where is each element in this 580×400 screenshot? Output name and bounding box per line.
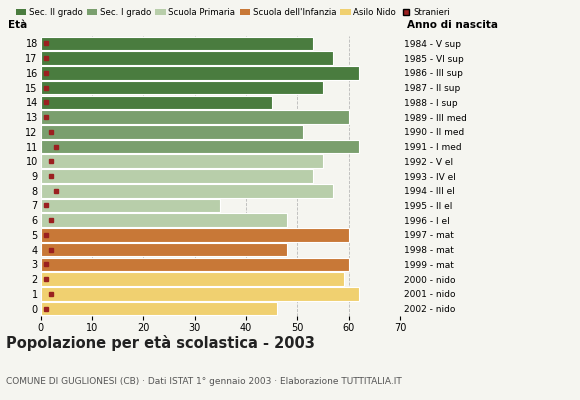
Bar	[41, 184, 333, 198]
Bar	[41, 154, 323, 168]
Bar	[41, 81, 323, 94]
Text: Anno di nascita: Anno di nascita	[407, 20, 498, 30]
Bar	[41, 125, 303, 138]
Legend: Sec. II grado, Sec. I grado, Scuola Primaria, Scuola dell'Infanzia, Asilo Nido, : Sec. II grado, Sec. I grado, Scuola Prim…	[13, 5, 454, 20]
Bar	[41, 302, 277, 316]
Bar	[41, 287, 359, 301]
Bar	[41, 228, 349, 242]
Bar	[41, 272, 344, 286]
Text: COMUNE DI GUGLIONESI (CB) · Dati ISTAT 1° gennaio 2003 · Elaborazione TUTTITALIA: COMUNE DI GUGLIONESI (CB) · Dati ISTAT 1…	[6, 377, 401, 386]
Bar	[41, 110, 349, 124]
Text: Popolazione per età scolastica - 2003: Popolazione per età scolastica - 2003	[6, 335, 315, 351]
Bar	[41, 96, 272, 109]
Bar	[41, 36, 313, 50]
Bar	[41, 66, 359, 80]
Text: Età: Età	[8, 20, 27, 30]
Bar	[41, 258, 349, 271]
Bar	[41, 51, 333, 65]
Bar	[41, 199, 220, 212]
Bar	[41, 169, 313, 183]
Bar	[41, 243, 287, 256]
Bar	[41, 214, 287, 227]
Bar	[41, 140, 359, 153]
